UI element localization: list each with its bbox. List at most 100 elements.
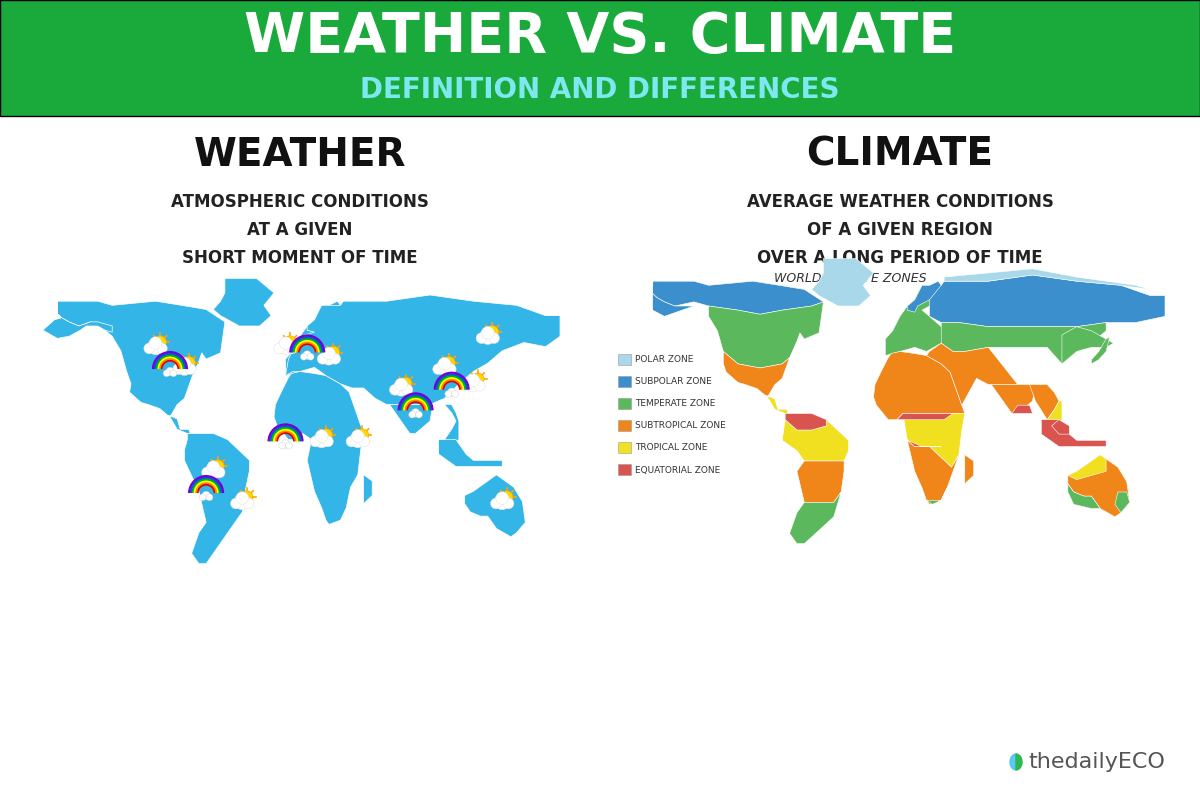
- Circle shape: [154, 336, 167, 349]
- Circle shape: [286, 442, 293, 449]
- Polygon shape: [902, 414, 965, 467]
- Polygon shape: [1048, 401, 1062, 426]
- Circle shape: [310, 436, 320, 447]
- Polygon shape: [991, 385, 1036, 414]
- Polygon shape: [790, 492, 841, 544]
- Circle shape: [182, 357, 196, 369]
- Circle shape: [215, 467, 226, 478]
- Circle shape: [278, 442, 286, 449]
- Circle shape: [448, 388, 456, 397]
- Polygon shape: [464, 475, 526, 537]
- Circle shape: [320, 349, 337, 365]
- Polygon shape: [907, 282, 941, 312]
- Polygon shape: [944, 269, 1151, 290]
- Circle shape: [443, 357, 455, 369]
- Polygon shape: [286, 306, 350, 376]
- Circle shape: [283, 336, 296, 349]
- Circle shape: [402, 385, 413, 395]
- Polygon shape: [941, 322, 1106, 364]
- Text: DEFINITION AND DIFFERENCES: DEFINITION AND DIFFERENCES: [360, 77, 840, 105]
- Polygon shape: [1030, 385, 1060, 420]
- Circle shape: [481, 326, 494, 339]
- Circle shape: [494, 494, 510, 510]
- Polygon shape: [907, 440, 959, 504]
- Circle shape: [323, 347, 335, 360]
- Polygon shape: [364, 475, 372, 504]
- Circle shape: [316, 430, 328, 442]
- Circle shape: [208, 461, 220, 474]
- Circle shape: [173, 364, 184, 374]
- Circle shape: [274, 343, 284, 354]
- Polygon shape: [433, 405, 458, 446]
- Circle shape: [467, 374, 480, 386]
- Circle shape: [438, 358, 451, 370]
- Polygon shape: [1091, 337, 1109, 364]
- Circle shape: [330, 354, 341, 364]
- Circle shape: [451, 390, 458, 398]
- Circle shape: [202, 467, 212, 478]
- Polygon shape: [811, 258, 874, 306]
- Polygon shape: [785, 414, 827, 430]
- Circle shape: [445, 390, 451, 398]
- Polygon shape: [797, 461, 844, 502]
- FancyBboxPatch shape: [0, 0, 1200, 116]
- Text: SUBPOLAR ZONE: SUBPOLAR ZONE: [635, 378, 712, 386]
- Text: WEATHER: WEATHER: [193, 136, 407, 174]
- Circle shape: [359, 436, 370, 447]
- Bar: [618, 354, 631, 365]
- Circle shape: [281, 440, 290, 448]
- Circle shape: [302, 350, 312, 359]
- Text: SHORT MOMENT OF TIME: SHORT MOMENT OF TIME: [182, 249, 418, 267]
- Polygon shape: [926, 488, 947, 504]
- Polygon shape: [782, 420, 848, 461]
- Circle shape: [412, 409, 420, 417]
- Circle shape: [445, 364, 456, 374]
- Text: thedailyECO: thedailyECO: [1028, 752, 1165, 772]
- Polygon shape: [1068, 484, 1100, 509]
- Circle shape: [280, 337, 292, 350]
- Text: SUBTROPICAL ZONE: SUBTROPICAL ZONE: [635, 422, 726, 430]
- Circle shape: [313, 431, 330, 448]
- Circle shape: [176, 359, 192, 375]
- Bar: [618, 376, 631, 387]
- Circle shape: [415, 411, 422, 418]
- Text: TROPICAL ZONE: TROPICAL ZONE: [635, 443, 707, 453]
- Text: ATMOSPHERIC CONDITIONS: ATMOSPHERIC CONDITIONS: [172, 193, 428, 211]
- Text: WORLD CLIMATE ZONES: WORLD CLIMATE ZONES: [774, 271, 926, 285]
- Polygon shape: [274, 371, 364, 525]
- Text: OF A GIVEN REGION: OF A GIVEN REGION: [808, 221, 992, 239]
- Polygon shape: [926, 343, 1018, 405]
- Circle shape: [185, 364, 196, 374]
- Circle shape: [394, 380, 409, 396]
- Polygon shape: [1012, 405, 1032, 414]
- Polygon shape: [185, 434, 250, 564]
- Circle shape: [491, 498, 502, 509]
- Polygon shape: [1016, 754, 1022, 770]
- Circle shape: [356, 429, 368, 442]
- Circle shape: [199, 494, 206, 501]
- Circle shape: [234, 494, 251, 510]
- Circle shape: [437, 359, 452, 375]
- Polygon shape: [1062, 326, 1114, 364]
- Circle shape: [149, 337, 162, 350]
- Polygon shape: [1010, 754, 1016, 770]
- Circle shape: [462, 380, 473, 391]
- Polygon shape: [965, 454, 973, 484]
- Circle shape: [486, 326, 498, 338]
- Circle shape: [287, 343, 298, 354]
- Polygon shape: [1115, 492, 1129, 513]
- Bar: [618, 464, 631, 475]
- Polygon shape: [874, 351, 965, 420]
- Circle shape: [395, 378, 408, 390]
- Polygon shape: [768, 397, 788, 414]
- Circle shape: [496, 492, 509, 504]
- Circle shape: [476, 333, 487, 343]
- Circle shape: [328, 346, 340, 358]
- Polygon shape: [58, 302, 224, 434]
- Circle shape: [211, 460, 224, 473]
- Circle shape: [244, 498, 254, 509]
- Polygon shape: [390, 405, 433, 434]
- Circle shape: [202, 491, 210, 500]
- Circle shape: [144, 343, 155, 354]
- Polygon shape: [1068, 454, 1106, 480]
